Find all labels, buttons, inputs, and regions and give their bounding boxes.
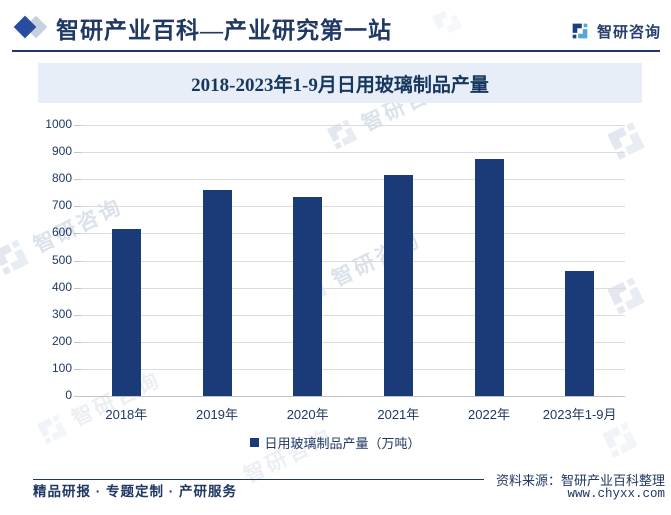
y-axis-label: 500 [51, 252, 72, 267]
y-axis-label: 400 [51, 279, 72, 294]
website-link[interactable]: www.chyxx.com [567, 487, 665, 501]
y-axis-label: 1000 [45, 117, 72, 131]
legend-label: 日用玻璃制品产量（万吨） [264, 436, 421, 451]
bar [383, 174, 413, 396]
bar [202, 190, 232, 396]
y-axis-tick [74, 125, 81, 126]
x-axis-label: 2022年 [468, 407, 510, 422]
brand-title: 智研产业百科—产业研究第一站 [56, 18, 392, 43]
y-axis-label: 100 [51, 360, 72, 375]
bar [474, 159, 504, 396]
gridline [81, 125, 625, 126]
chart-legend: 日用玻璃制品产量（万吨） [0, 433, 671, 452]
footer-divider [33, 479, 484, 480]
bar [111, 229, 141, 396]
y-axis-tick [74, 233, 81, 235]
y-axis-tick [74, 368, 81, 370]
gridline [81, 260, 625, 262]
bar [293, 197, 323, 396]
brand-diamond-icon [13, 15, 51, 40]
services-tagline: 精品研报 · 专题定制 · 产研服务 [33, 484, 237, 499]
gridline [81, 152, 625, 154]
zhiyan-logo-icon [572, 23, 588, 39]
x-axis-label: 2020年 [286, 407, 329, 422]
y-axis-label: 700 [51, 198, 72, 213]
header: 智研产业百科—产业研究第一站 智研咨询 [0, 0, 671, 52]
y-axis-label: 800 [51, 171, 72, 186]
gridline [81, 206, 625, 208]
source-row: 资料来源：智研产业百科整理 [33, 470, 665, 489]
gridline [81, 287, 625, 289]
bar [565, 270, 595, 396]
y-axis-tick [74, 260, 81, 262]
y-axis-label: 0 [65, 388, 72, 402]
legend-marker-icon [250, 438, 260, 447]
y-axis-tick [74, 287, 81, 289]
y-axis-label: 600 [51, 225, 72, 240]
y-axis-label: 200 [51, 333, 72, 348]
y-axis-tick [74, 152, 81, 154]
chart-title: 2018-2023年1-9月日用玻璃制品产量 [191, 74, 489, 96]
company-logo: 智研咨询 [569, 20, 661, 42]
x-axis-label: 2019年 [196, 407, 238, 422]
y-axis-tick [74, 206, 81, 208]
header-divider [12, 50, 660, 52]
x-axis-label: 2021年 [377, 407, 420, 422]
y-axis-tick [74, 396, 81, 397]
gridline [81, 233, 625, 235]
x-axis-label: 2023年1-9月 [542, 407, 617, 422]
y-axis-tick [74, 314, 81, 316]
gridline [81, 396, 625, 397]
chart-title-banner: 2018-2023年1-9月日用玻璃制品产量 [38, 63, 642, 103]
y-axis-tick [74, 179, 81, 181]
gridline [81, 179, 625, 181]
company-logo-text: 智研咨询 [596, 23, 661, 41]
data-source: 资料来源：智研产业百科整理 [495, 473, 665, 488]
plot-area [81, 125, 625, 397]
y-axis-label: 300 [51, 306, 72, 321]
y-axis-tick [74, 341, 81, 343]
gridline [81, 341, 625, 343]
gridline [81, 368, 625, 370]
y-axis-label: 900 [51, 144, 72, 159]
gridline [81, 314, 625, 316]
x-axis-label: 2018年 [105, 407, 148, 422]
